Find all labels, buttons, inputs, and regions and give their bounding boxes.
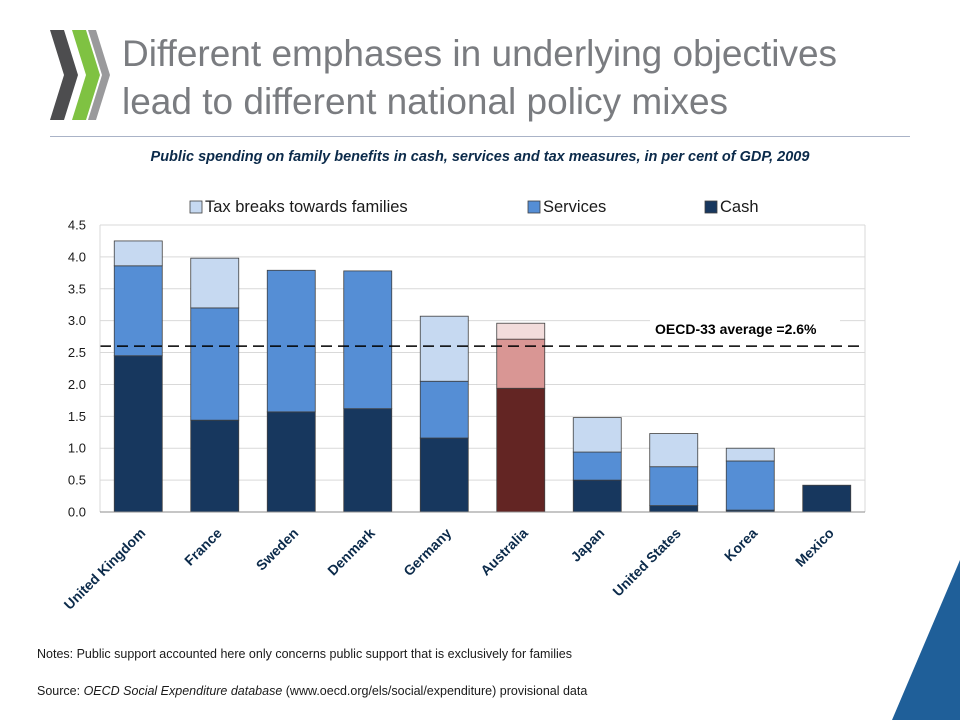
- page-title: Different emphases in underlying objecti…: [122, 30, 952, 126]
- y-tick-label: 2.5: [68, 345, 86, 360]
- bar-services-denmark: [343, 270, 393, 410]
- x-tick-label: France: [181, 525, 225, 569]
- bar-services-korea: [725, 460, 775, 511]
- bar-services-germany: [419, 380, 469, 439]
- legend-label: Tax breaks towards families: [205, 198, 408, 216]
- bar-cash-japan: [572, 479, 622, 513]
- source-prefix: Source:: [37, 684, 84, 698]
- oecd-average-label: OECD-33 average =2.6%: [655, 321, 817, 337]
- stacked-bar-chart: OECD-33 average =2.6% 0.0 0.5 1.0 1.5 2.0 2.5…: [61, 198, 866, 613]
- bar-cash-denmark: [343, 408, 393, 513]
- bar-tax-breaks-towards-families-germany: [419, 315, 469, 382]
- page-title-line-2: lead to different national policy mixes: [122, 81, 729, 122]
- bar-tax-breaks-towards-families-korea: [725, 447, 775, 462]
- bar-cash-mexico: [802, 484, 852, 513]
- y-tick-label: 4.5: [68, 218, 86, 233]
- bar-tax-breaks-towards-families-france: [190, 257, 240, 309]
- legend-swatch: [704, 200, 718, 214]
- source-database: OECD Social Expenditure database: [83, 684, 283, 698]
- source-detail: (www.oecd.org/els/social/expenditure) pr…: [282, 684, 588, 698]
- y-tick-label: 3.5: [68, 281, 86, 296]
- bar-cash-australia: [496, 387, 546, 513]
- title-divider: [50, 136, 910, 137]
- y-tick-label: 3.0: [68, 313, 86, 328]
- x-tick-label: United States: [609, 525, 684, 600]
- bar-tax-breaks-towards-families-united-states: [649, 433, 699, 468]
- x-tick-label: United Kingdom: [61, 525, 149, 613]
- y-tick-label: 0.5: [68, 473, 86, 488]
- bar-tax-breaks-towards-families-united-kingdom: [113, 240, 163, 267]
- y-tick-label: 4.0: [68, 249, 86, 264]
- legend: Tax breaks towards families Services Cash: [189, 198, 759, 216]
- legend-label: Cash: [720, 198, 759, 216]
- oecd-chevron-logo: [50, 30, 110, 120]
- bar-tax-breaks-towards-families-japan: [572, 417, 622, 453]
- y-tick-label: 0.0: [68, 505, 86, 520]
- oecd-average-label-bg: [650, 318, 840, 341]
- bar-cash-united-kingdom: [113, 355, 163, 513]
- bar-cash-germany: [419, 437, 469, 513]
- x-tick-label: Mexico: [792, 525, 837, 570]
- bar-tax-breaks-towards-families-australia: [496, 322, 546, 340]
- y-tick-label: 2.0: [68, 377, 86, 392]
- bar-cash-france: [190, 419, 240, 513]
- chart-notes: Notes: Public support accounted here onl…: [37, 647, 572, 661]
- corner-decoration: [892, 560, 960, 720]
- bar-services-france: [190, 307, 240, 421]
- bar-services-united-states: [649, 466, 699, 507]
- legend-label: Services: [543, 198, 606, 216]
- bar-services-australia: [496, 338, 546, 389]
- bar-services-sweden: [266, 269, 316, 413]
- x-tick-label: Denmark: [324, 525, 378, 579]
- bar-cash-united-states: [649, 505, 699, 513]
- reference-layer: OECD-33 average =2.6%: [100, 318, 865, 347]
- bars-layer: [113, 240, 852, 513]
- bar-services-japan: [572, 451, 622, 481]
- x-tick-label: Korea: [721, 525, 761, 565]
- chart-source: Source: OECD Social Expenditure database…: [37, 684, 587, 698]
- bar-services-united-kingdom: [113, 265, 163, 357]
- y-tick-label: 1.5: [68, 409, 86, 424]
- y-tick-label: 1.0: [68, 441, 86, 456]
- bar-cash-sweden: [266, 411, 316, 513]
- page-title-line-1: Different emphases in underlying objecti…: [122, 33, 838, 74]
- x-tick-label: Japan: [567, 525, 607, 565]
- x-tick-label: Australia: [477, 525, 531, 579]
- legend-swatch: [527, 200, 541, 214]
- x-tick-label: Germany: [400, 525, 454, 579]
- legend-swatch: [189, 200, 203, 214]
- x-tick-label: Sweden: [253, 525, 302, 574]
- chart-subtitle: Public spending on family benefits in ca…: [150, 149, 810, 165]
